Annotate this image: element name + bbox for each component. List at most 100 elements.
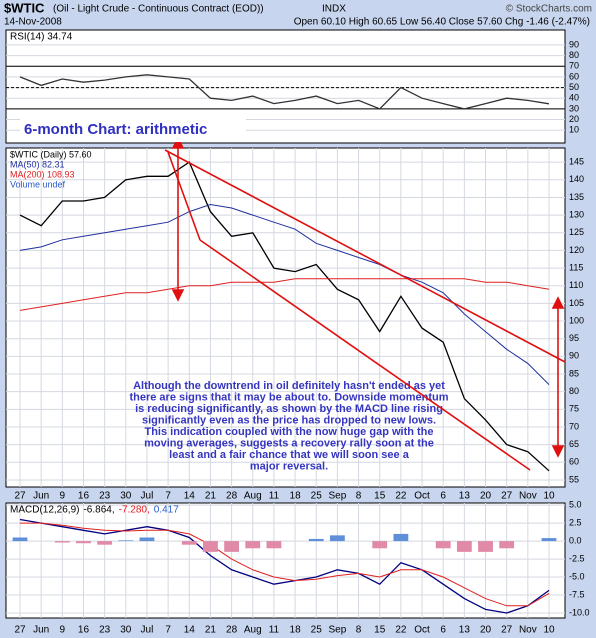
- x-tick-label: Aug: [244, 625, 262, 636]
- legend-entry: MACD(12,26,9): [10, 505, 79, 516]
- title-box: [20, 118, 246, 142]
- y-tick-label: 20: [569, 114, 579, 124]
- quote: Open 60.10 High 60.65 Low 56.40 Close 57…: [294, 17, 590, 28]
- x-tick-label: Nov: [519, 625, 537, 636]
- histogram-bar: [478, 541, 493, 552]
- x-tick-label: 14: [184, 491, 196, 502]
- x-tick-label: 13: [459, 625, 471, 636]
- price-panel: [5, 147, 566, 488]
- legend-entry: Volume undef: [10, 179, 66, 189]
- y-tick-label: 40: [569, 93, 579, 103]
- x-tick-label: 18: [290, 491, 302, 502]
- chart-title: 6-month Chart: arithmetic: [24, 121, 207, 138]
- y-tick-label: 135: [569, 192, 584, 202]
- x-tick-label: 21: [205, 625, 217, 636]
- y-tick-label: 115: [569, 262, 583, 272]
- histogram-bar: [435, 541, 451, 549]
- x-tick-label: Jul: [141, 491, 154, 502]
- annotation-line: Although the downtrend in oil definitely…: [133, 380, 445, 392]
- x-tick-label: Nov: [519, 491, 537, 502]
- histogram-bar: [393, 533, 409, 542]
- y-tick-label: -7.5: [569, 589, 585, 599]
- series-line: [19, 161, 550, 472]
- y-tick-label: 95: [569, 333, 579, 343]
- y-tick-label: 65: [569, 439, 579, 449]
- y-tick-label: 140: [569, 174, 584, 184]
- histogram-bar: [76, 541, 91, 544]
- x-tick-label: 28: [226, 625, 238, 636]
- x-tick-label: 16: [78, 625, 90, 636]
- histogram-bar: [372, 541, 388, 549]
- y-tick-label: 70: [569, 61, 579, 71]
- x-tick-label: 8: [356, 625, 362, 636]
- y-tick-label: 2.5: [569, 518, 582, 528]
- y-tick-label: 55: [569, 474, 579, 484]
- channel-segment: [167, 151, 201, 241]
- y-tick-label: 110: [569, 280, 583, 290]
- y-tick-label: -10.0: [569, 607, 590, 617]
- x-tick-label: 10: [543, 625, 555, 636]
- x-tick-label: Oct: [414, 491, 430, 502]
- histogram-bar: [541, 538, 557, 542]
- annotation-line: This indication coupled with the now hug…: [144, 426, 433, 438]
- series-line: [19, 74, 550, 110]
- legend-entry: MA(50) 82.31: [10, 159, 65, 169]
- series-line: [20, 522, 550, 607]
- x-tick-label: 27: [501, 625, 513, 636]
- histogram-bar: [456, 541, 472, 552]
- x-tick-label: Jul: [141, 625, 154, 636]
- date: 14-Nov-2008: [4, 17, 62, 28]
- x-tick-label: 9: [60, 625, 66, 636]
- annotation-line: major reversal.: [250, 460, 328, 472]
- x-tick-label: Jun: [33, 491, 49, 502]
- y-tick-label: 105: [569, 298, 584, 308]
- x-tick-label: 9: [60, 491, 66, 502]
- x-tick-label: 30: [120, 491, 132, 502]
- series-line: [19, 203, 550, 385]
- y-tick-label: -5.0: [569, 571, 585, 581]
- x-tick-label: 30: [120, 625, 132, 636]
- histogram-bar: [224, 541, 240, 552]
- y-tick-label: 90: [569, 39, 579, 49]
- histogram-bar: [181, 541, 197, 545]
- x-tick-label: 16: [78, 491, 90, 502]
- x-tick-label: 6: [440, 491, 446, 502]
- y-tick-label: 75: [569, 404, 579, 414]
- annotation-line: least and a fair chance that we will soo…: [169, 449, 410, 461]
- x-tick-label: 23: [99, 625, 111, 636]
- x-tick-label: 25: [311, 625, 323, 636]
- histogram-bar: [97, 541, 113, 545]
- symbol: $WTIC: [4, 0, 45, 15]
- series-line: [19, 278, 550, 311]
- x-tick-label: 27: [501, 491, 513, 502]
- x-tick-label: 28: [226, 491, 238, 502]
- annotation-line: there are signs that it may be about to.…: [129, 391, 448, 403]
- y-tick-label: 5.0: [569, 500, 582, 510]
- y-tick-label: 120: [569, 245, 584, 255]
- x-tick-label: Jun: [33, 625, 49, 636]
- y-tick-label: 100: [569, 315, 584, 325]
- x-tick-label: Oct: [414, 625, 430, 636]
- histogram-bar: [118, 540, 134, 542]
- x-tick-label: 22: [395, 491, 407, 502]
- macd-panel: [5, 502, 566, 619]
- y-tick-label: 50: [569, 82, 579, 92]
- y-tick-label: 145: [569, 157, 584, 167]
- x-tick-label: 15: [374, 491, 386, 502]
- x-tick-label: Sep: [329, 625, 347, 636]
- y-tick-label: -2.5: [569, 553, 585, 563]
- x-tick-label: 21: [205, 491, 217, 502]
- y-tick-label: 80: [569, 386, 579, 396]
- annotation-line: significantly even as the price has drop…: [142, 414, 436, 426]
- x-tick-label: 20: [480, 491, 492, 502]
- x-tick-label: Sep: [329, 491, 347, 502]
- x-tick-label: 10: [543, 491, 555, 502]
- legend-entry: 0.417: [154, 505, 179, 516]
- y-tick-label: 60: [569, 457, 579, 467]
- histogram-bar: [329, 535, 345, 542]
- histogram-bar: [139, 537, 155, 542]
- symbol-name: (Oil - Light Crude - Continuous Contract…: [53, 4, 264, 15]
- y-tick-label: 70: [569, 421, 579, 431]
- x-tick-label: 6: [440, 625, 446, 636]
